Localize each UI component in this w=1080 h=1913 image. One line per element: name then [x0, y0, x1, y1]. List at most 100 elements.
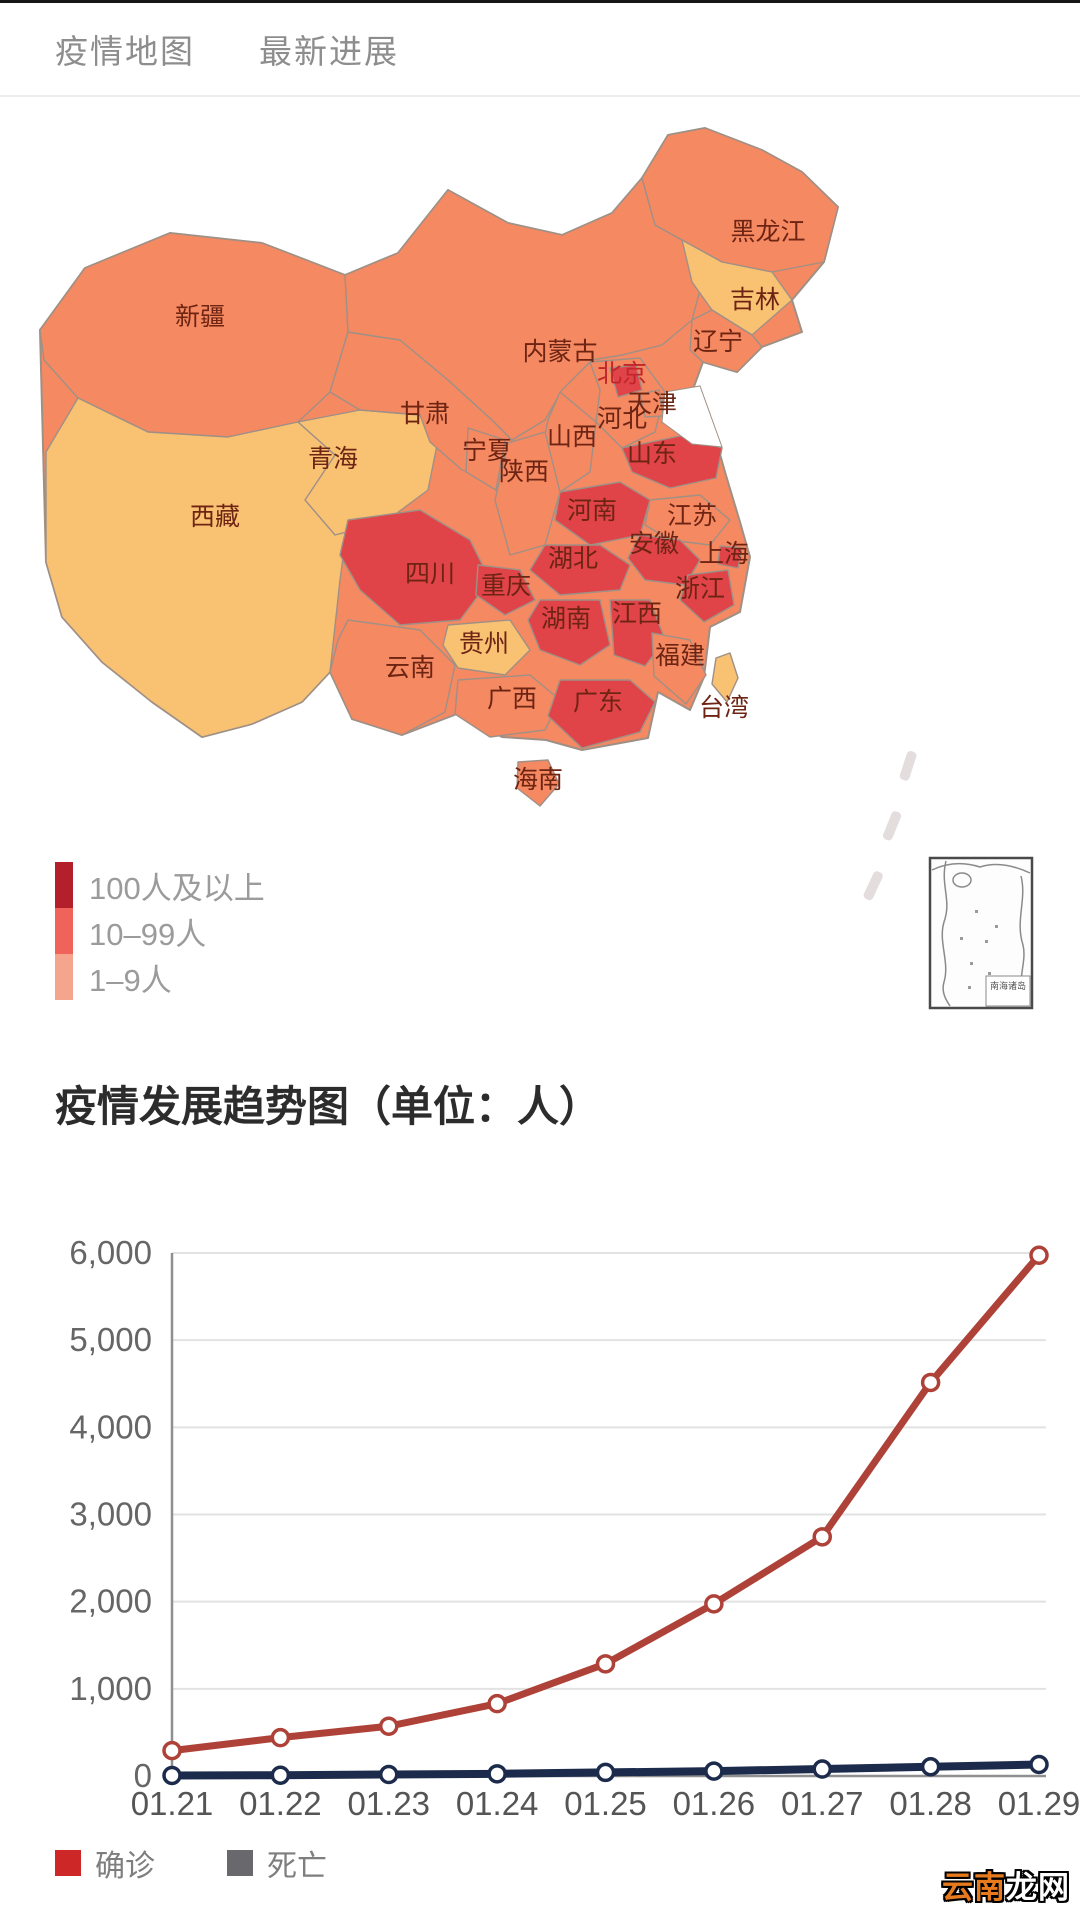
data-point: [162, 1740, 182, 1761]
y-tick-label: 5,000: [69, 1321, 152, 1358]
province-label-qinghai: 青海: [308, 445, 358, 473]
y-tick-label: 4,000: [69, 1408, 152, 1445]
trend-chart-title: 疫情发展趋势图（单位：人）: [55, 1083, 602, 1130]
province-shaanxi: [494, 431, 561, 556]
confirmed-swatch: [55, 1850, 81, 1876]
y-tick-label: 1,000: [69, 1670, 152, 1707]
tab-latest-progress[interactable]: 最新进展: [259, 33, 399, 70]
map-legend-row: 10–99人: [55, 908, 265, 954]
data-point: [1029, 1754, 1049, 1775]
province-label-guangxi: 广西: [487, 685, 537, 713]
data-point: [812, 1759, 832, 1779]
y-tick-label: 0: [134, 1757, 152, 1794]
death-swatch: [227, 1850, 253, 1876]
province-label-ningxia: 宁夏: [462, 437, 512, 465]
province-label-shandong: 山东: [627, 440, 677, 468]
legend-swatch-high: [55, 862, 73, 908]
data-point: [487, 1693, 507, 1714]
x-tick-label: 01.22: [239, 1785, 322, 1822]
legend-label: 10–99人: [89, 916, 207, 952]
province-label-anhui: 安徽: [629, 530, 679, 558]
tab-bar: 疫情地图 最新进展: [0, 3, 1080, 97]
data-point: [704, 1594, 724, 1614]
data-point: [920, 1757, 941, 1777]
province-label-zhejiang: 浙江: [675, 575, 725, 603]
top-divider: [0, 0, 1080, 3]
legend-label: 1–9人: [89, 962, 172, 998]
province-label-hainan: 海南: [513, 766, 563, 794]
province-ningxia: [465, 427, 506, 491]
province-hunan: [527, 599, 611, 666]
province-guangdong: [547, 679, 656, 749]
y-tick-label: 2,000: [69, 1583, 152, 1620]
province-label-taiwan: 台湾: [699, 694, 749, 722]
dash-line-mark: [882, 811, 902, 841]
x-tick-label: 01.29: [998, 1785, 1080, 1822]
map-legend: 100人及以上 10–99人 1–9人: [55, 862, 265, 1000]
province-yunnan: [329, 619, 456, 736]
province-guangxi: [454, 674, 561, 738]
inset-label: 南海诸岛: [990, 980, 1026, 991]
data-point: [379, 1716, 399, 1736]
province-label-tianjin: 天津: [627, 390, 677, 418]
province-label-xizang: 西藏: [190, 503, 240, 531]
province-label-chongqing: 重庆: [481, 572, 531, 600]
x-tick-label: 01.28: [889, 1785, 972, 1822]
dash-line-mark: [899, 751, 917, 781]
province-label-fujian: 福建: [655, 642, 705, 670]
south-china-sea-inset: 南海诸岛: [928, 856, 1034, 1010]
province-shandong: [621, 435, 723, 489]
province-label-henan: 河南: [567, 497, 617, 525]
province-liaoning: [689, 309, 763, 373]
data-point: [812, 1527, 832, 1547]
province-label-guizhou: 贵州: [459, 630, 509, 658]
legend-swatch-low: [55, 954, 73, 1000]
data-point: [270, 1765, 291, 1785]
x-tick-label: 01.27: [781, 1785, 864, 1822]
x-tick-label: 01.23: [347, 1785, 430, 1822]
tab-epidemic-map[interactable]: 疫情地图: [55, 33, 195, 70]
province-label-jiangxi: 江西: [612, 600, 662, 628]
province-beijing: [609, 364, 643, 398]
province-label-shanghai: 上海: [699, 540, 749, 568]
province-label-jiangsu: 江苏: [667, 502, 717, 530]
site-watermark: 云南龙网: [942, 1862, 1070, 1907]
province-label-sichuan: 四川: [405, 560, 455, 588]
province-shanghai: [717, 545, 743, 569]
province-label-beijing: 北京: [597, 360, 647, 388]
data-point: [595, 1654, 616, 1674]
province-label-shaanxi: 陕西: [499, 458, 549, 486]
china-epidemic-map-section: 南海诸岛 新疆 西藏 青海 甘肃 内蒙古 黑龙江 吉林 辽宁 河北 山西 山东 河南 江苏 安徽 上海 浙江 湖北…: [0, 97, 1080, 1032]
data-point: [487, 1764, 507, 1784]
province-label-yunnan: 云南: [385, 654, 435, 682]
y-tick-label: 3,000: [69, 1496, 152, 1533]
map-legend-row: 1–9人: [55, 954, 265, 1000]
province-chongqing: [475, 564, 536, 616]
province-label-liaoning: 辽宁: [693, 328, 743, 356]
province-label-xinjiang: 新疆: [175, 303, 225, 331]
province-label-guangdong: 广东: [573, 688, 623, 716]
x-tick-label: 01.26: [673, 1785, 756, 1822]
x-tick-label: 01.25: [564, 1785, 647, 1822]
province-xizang: [45, 397, 349, 738]
province-taiwan: [711, 652, 739, 703]
bohai-sea: [661, 385, 723, 448]
series-line-0: [168, 1251, 1043, 1755]
watermark-part1: 云南: [942, 1870, 1006, 1905]
province-label-neimenggu: 内蒙古: [522, 338, 597, 366]
province-label-hunan: 湖南: [541, 605, 591, 633]
province-label-hubei: 湖北: [548, 545, 598, 573]
x-tick-label: 01.21: [131, 1785, 214, 1822]
province-neimenggu: [344, 177, 701, 441]
province-guizhou: [442, 619, 531, 676]
province-hubei: [529, 544, 631, 596]
map-legend-row: 100人及以上: [55, 862, 265, 908]
province-fujian: [651, 632, 707, 705]
trend-chart-legend: 确诊 死亡: [55, 1846, 1080, 1883]
death-label: 死亡: [267, 1850, 327, 1883]
province-jiangsu: [644, 494, 731, 546]
province-label-gansu: 甘肃: [400, 400, 450, 428]
province-hebei: [589, 357, 666, 449]
province-label-hebei: 河北: [597, 405, 647, 433]
province-label-jilin: 吉林: [730, 286, 780, 314]
